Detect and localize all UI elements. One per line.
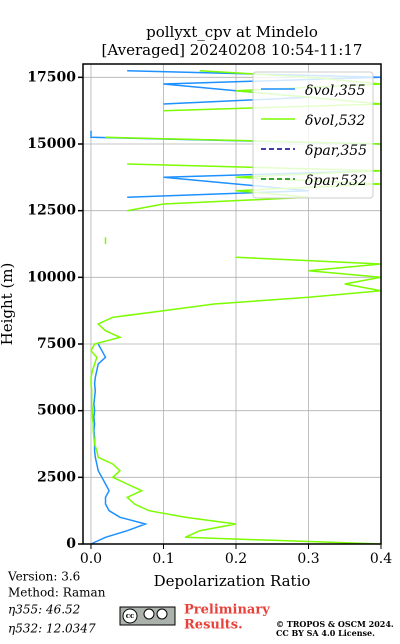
copyright: © TROPOS & OSCM 2024. — [276, 619, 394, 629]
x-tick-label: 0.2 — [225, 551, 247, 567]
logo-circle — [143, 608, 155, 620]
version: Version: 3.6 — [7, 570, 80, 584]
preliminary: Results. — [184, 618, 243, 633]
y-tick-label: 7500 — [37, 336, 76, 352]
y-tick-label: 12500 — [27, 203, 76, 219]
eta532: η532: 12.0347 — [8, 622, 96, 636]
logo-circle — [122, 608, 138, 624]
y-tick-label: 2500 — [37, 469, 76, 485]
plot-frame — [82, 63, 382, 545]
chart-subtitle: [Averaged] 20240208 10:54-11:17 — [102, 41, 363, 59]
copyright: CC BY SA 4.0 License. — [276, 628, 375, 638]
y-tick-label: 10000 — [27, 269, 76, 285]
cc-logo: cc — [119, 606, 176, 626]
x-tick-label: 0.0 — [80, 551, 102, 567]
method: Method: Raman — [8, 586, 106, 600]
legend-label: δvol,355 — [305, 83, 366, 99]
logo-circle — [156, 608, 168, 620]
y-tick-label: 15000 — [27, 136, 76, 152]
y-tick-label: 0 — [66, 536, 76, 552]
legend-label: δvol,532 — [305, 113, 366, 129]
logo-text: cc — [126, 611, 135, 620]
legend-label: δpar,532 — [305, 173, 367, 189]
chart-title: pollyxt_cpv at Mindelo — [146, 23, 318, 41]
x-tick-label: 0.1 — [152, 551, 174, 567]
legend-label: δpar,355 — [305, 143, 367, 159]
y-axis-label: Height (m) — [0, 263, 16, 346]
legend-box — [252, 71, 374, 199]
preliminary: Preliminary — [184, 603, 270, 618]
x-tick-label: 0.4 — [370, 551, 392, 567]
eta355: η355: 46.52 — [8, 603, 80, 617]
x-tick-label: 0.3 — [297, 551, 319, 567]
y-tick-label: 5000 — [37, 403, 76, 419]
x-axis-label: Depolarization Ratio — [154, 572, 311, 590]
y-tick-label: 17500 — [27, 69, 76, 85]
